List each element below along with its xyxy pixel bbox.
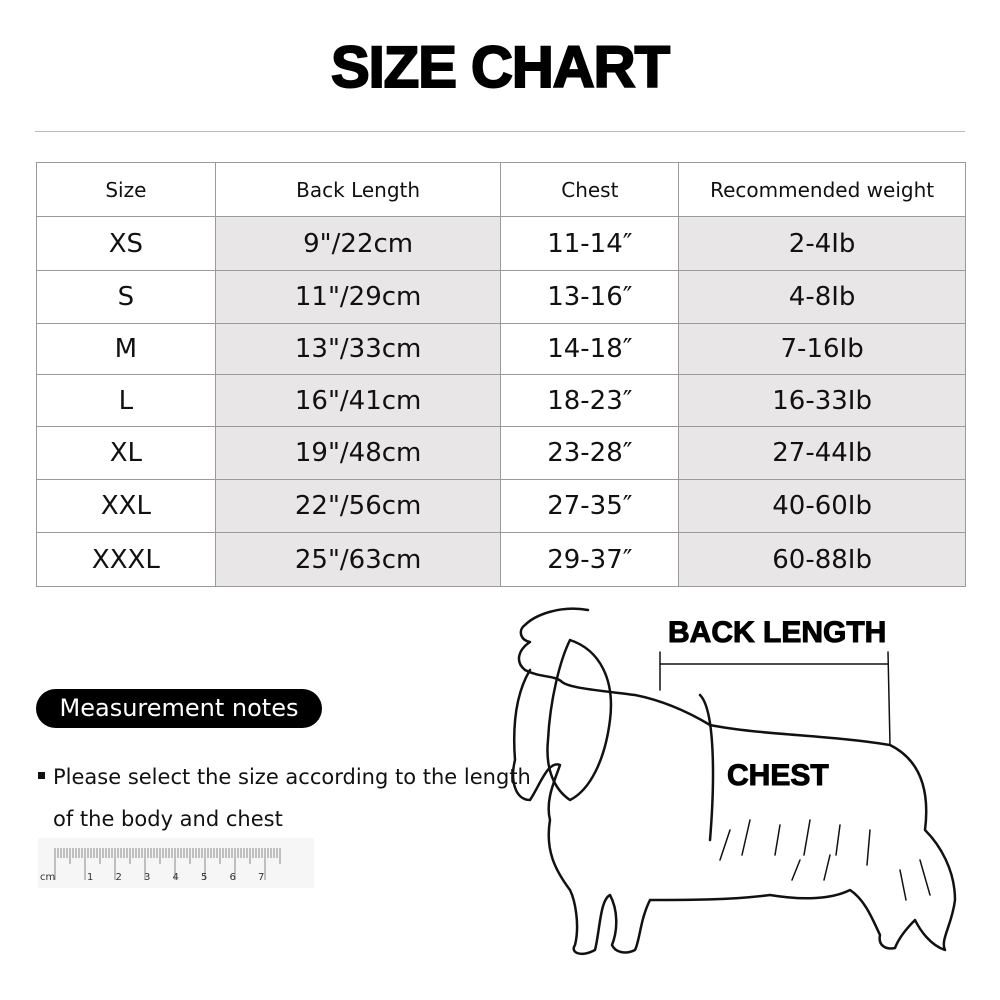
dog-outline-diagram <box>511 607 957 956</box>
cell-back-length: 13"/33cm <box>214 323 502 375</box>
divider <box>35 131 965 132</box>
note-line-1: Please select the size according to the … <box>53 765 531 789</box>
table-row: XL 19"/48cm 23-28″ 27-44Ib <box>36 426 966 480</box>
cell-chest: 18-23″ <box>500 374 680 427</box>
cell-back-length: 11"/29cm <box>214 270 502 324</box>
cell-weight: 16-33Ib <box>678 374 966 427</box>
size-table: Size Back Length Chest Recommended weigh… <box>36 162 966 587</box>
cell-chest: 29-37″ <box>500 532 680 587</box>
cell-size: L <box>36 374 216 427</box>
table-row: XXXL 25"/63cm 29-37″ 60-88Ib <box>36 532 966 587</box>
cell-chest: 23-28″ <box>500 426 680 480</box>
cell-chest: 27-35″ <box>500 479 680 533</box>
cell-back-length: 19"/48cm <box>214 426 502 480</box>
bullet-icon <box>38 771 45 779</box>
header-back-length: Back Length <box>214 162 502 217</box>
cell-chest: 11-14″ <box>500 216 680 271</box>
cell-weight: 7-16Ib <box>678 323 966 375</box>
cell-size: XS <box>36 216 216 271</box>
measurement-notes-label: Measurement notes <box>36 689 322 728</box>
table-row: XXL 22"/56cm 27-35″ 40-60Ib <box>36 479 966 533</box>
back-length-tick-end <box>887 651 891 746</box>
cell-size: XXXL <box>36 532 216 587</box>
ruler-icon: cm 1 2 3 4 5 6 7 <box>40 848 281 883</box>
back-length-label: BACK LENGTH <box>667 616 887 650</box>
fur-strokes <box>719 819 931 901</box>
ruler-number: 7 <box>258 872 264 883</box>
header-weight: Recommended weight <box>678 162 966 217</box>
cell-back-length: 25"/63cm <box>214 532 502 587</box>
ruler-number: 4 <box>173 872 179 883</box>
table-row: S 11"/29cm 13-16″ 4-8Ib <box>36 270 966 324</box>
ruler-number: 2 <box>116 872 122 883</box>
cell-size: S <box>36 270 216 324</box>
ruler-number: 1 <box>87 872 93 883</box>
cell-back-length: 9"/22cm <box>214 216 502 271</box>
page-title: SIZE CHART <box>330 34 671 101</box>
note-line-2: of the body and chest <box>53 807 283 831</box>
cell-chest: 13-16″ <box>500 270 680 324</box>
ruler-unit: cm <box>40 872 55 883</box>
cell-weight: 60-88Ib <box>678 532 966 587</box>
table-row: L 16"/41cm 18-23″ 16-33Ib <box>36 374 966 427</box>
cell-size: XL <box>36 426 216 480</box>
cell-weight: 40-60Ib <box>678 479 966 533</box>
chest-label: CHEST <box>727 759 830 793</box>
cell-weight: 2-4Ib <box>678 216 966 271</box>
ruler-number: 3 <box>144 872 150 883</box>
measurement-note: Please select the size according to the … <box>38 756 531 840</box>
ruler-number: 6 <box>230 872 236 883</box>
cell-chest: 14-18″ <box>500 323 680 375</box>
ruler-image: cm 1 2 3 4 5 6 7 <box>38 838 314 888</box>
ruler-number: 5 <box>201 872 207 883</box>
cell-back-length: 22"/56cm <box>214 479 502 533</box>
cell-weight: 4-8Ib <box>678 270 966 324</box>
table-header-row: Size Back Length Chest Recommended weigh… <box>36 162 966 217</box>
cell-size: M <box>36 323 216 375</box>
table-row: XS 9"/22cm 11-14″ 2-4Ib <box>36 216 966 271</box>
dog-outline <box>511 607 957 956</box>
header-chest: Chest <box>500 162 680 217</box>
cell-size: XXL <box>36 479 216 533</box>
cell-weight: 27-44Ib <box>678 426 966 480</box>
cell-back-length: 16"/41cm <box>214 374 502 427</box>
header-size: Size <box>36 162 216 217</box>
dog-ear <box>546 638 613 802</box>
chest-strap <box>698 693 715 842</box>
table-row: M 13"/33cm 14-18″ 7-16Ib <box>36 323 966 375</box>
